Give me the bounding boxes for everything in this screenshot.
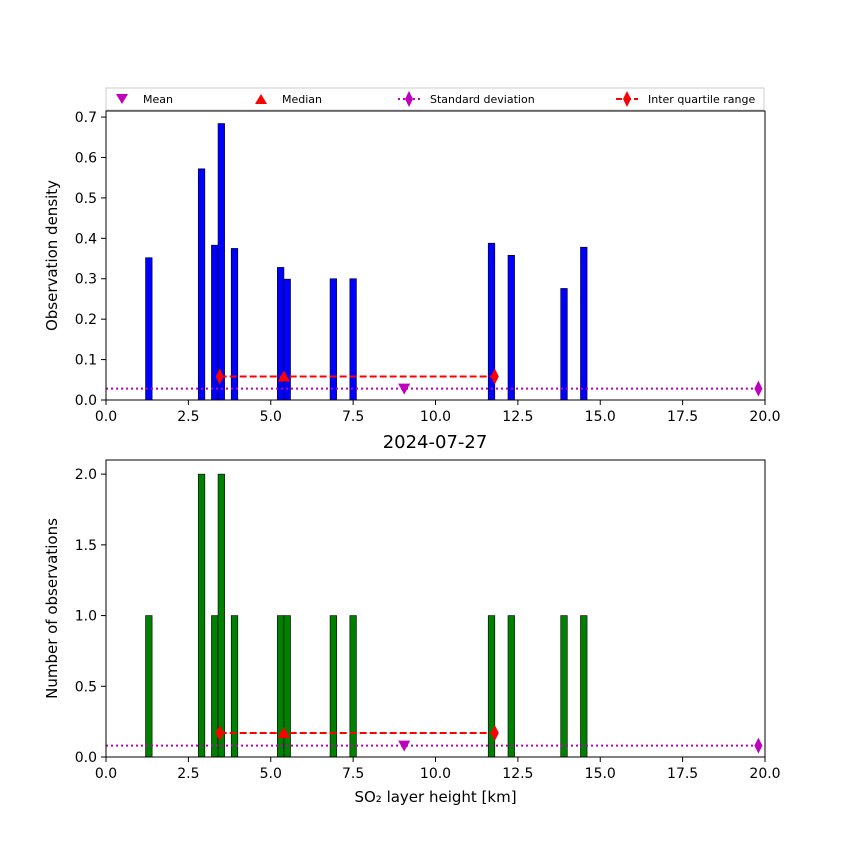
iqr-legend-marker: [623, 91, 631, 107]
legend-frame: [105, 87, 765, 111]
x-tick-label: 2.5: [177, 409, 199, 425]
y-ticks: 0.0 0.5 1.0 1.5 2.0: [75, 467, 106, 766]
bar: [329, 278, 337, 401]
y-ticks: 0.0 0.1 0.2 0.3 0.4 0.5 0.6 0.7: [75, 110, 106, 409]
bar: [145, 257, 153, 401]
std-legend-marker: [405, 91, 413, 107]
count-histogram: 2024-07-27 0.0 2.5 5.0 7.5 10.0 12.5 15.0 17.5 2…: [43, 432, 781, 806]
statistics-markers: [106, 724, 763, 754]
x-axis-label: SO₂ layer height [km]: [354, 788, 516, 806]
standard-deviation-marker: [754, 737, 763, 754]
legend-label-mean: Mean: [143, 93, 173, 106]
x-tick-label: 15.0: [585, 409, 616, 425]
legend-entry-inter-quartile-range: Inter quartile range: [616, 91, 755, 107]
x-tick-label: 0.0: [95, 766, 117, 782]
y-tick-label: 0.4: [75, 231, 97, 247]
bar: [580, 615, 588, 758]
median-marker: [277, 726, 290, 738]
legend: Mean Median Standard deviation Inter qua…: [105, 87, 765, 111]
bar: [230, 615, 239, 758]
legend-label-median: Median: [282, 93, 322, 106]
bar: [507, 254, 515, 401]
bar: [560, 615, 568, 758]
standard-deviation-marker: [754, 380, 763, 397]
y-tick-label: 1.0: [75, 609, 97, 625]
x-tick-label: 5.0: [260, 409, 282, 425]
chart-title: 2024-07-27: [383, 432, 488, 453]
bar: [197, 473, 206, 758]
inter-quartile-range-marker: [215, 368, 224, 385]
x-tick-label: 15.0: [585, 766, 616, 782]
legend-label-standard-deviation: Standard deviation: [430, 93, 535, 106]
y-axis-label: Number of observations: [43, 518, 61, 699]
y-tick-label: 0.5: [75, 679, 97, 695]
bar: [211, 615, 219, 758]
x-tick-label: 17.5: [667, 766, 698, 782]
y-axis-label: Observation density: [43, 180, 61, 331]
y-tick-label: 0.5: [75, 191, 97, 207]
x-tick-label: 5.0: [260, 766, 282, 782]
legend-entry-median: Median: [255, 93, 322, 106]
median-marker: [277, 370, 290, 382]
y-tick-label: 0.1: [75, 353, 97, 369]
bar: [349, 615, 357, 758]
x-ticks: 0.0 2.5 5.0 7.5 10.0 12.5 15.0 17.5 20.0: [95, 757, 781, 782]
y-tick-label: 0.2: [75, 312, 97, 328]
legend-label-inter-quartile-range: Inter quartile range: [648, 93, 755, 106]
bar: [507, 615, 515, 758]
bar: [217, 473, 225, 758]
x-tick-label: 7.5: [342, 409, 364, 425]
bar: [349, 278, 357, 401]
x-ticks: 0.0 2.5 5.0 7.5 10.0 12.5 15.0 17.5 20.0: [95, 400, 781, 425]
x-tick-label: 10.0: [420, 409, 451, 425]
y-tick-label: 0.0: [75, 750, 97, 766]
mean-marker: [398, 383, 411, 395]
inter-quartile-range-marker: [215, 724, 224, 741]
x-tick-label: 17.5: [667, 409, 698, 425]
x-tick-label: 2.5: [177, 766, 199, 782]
mean-marker: [398, 740, 411, 752]
y-tick-label: 2.0: [75, 467, 97, 483]
x-tick-label: 12.5: [502, 766, 533, 782]
bar: [197, 168, 206, 401]
x-tick-label: 20.0: [749, 766, 780, 782]
bar: [580, 246, 588, 401]
inter-quartile-range-marker: [490, 724, 499, 741]
mean-legend-marker: [116, 94, 128, 104]
legend-entry-mean: Mean: [116, 93, 173, 106]
inter-quartile-range-marker: [490, 368, 499, 385]
bar: [217, 123, 225, 401]
y-tick-label: 0.7: [75, 110, 97, 126]
bars: [145, 473, 588, 758]
legend-entry-standard-deviation: Standard deviation: [398, 91, 535, 107]
bar: [145, 615, 153, 758]
x-tick-label: 0.0: [95, 409, 117, 425]
x-tick-label: 20.0: [749, 409, 780, 425]
x-tick-label: 10.0: [420, 766, 451, 782]
bar: [283, 278, 291, 401]
y-tick-label: 0.6: [75, 150, 97, 166]
density-histogram: 0.0 2.5 5.0 7.5 10.0 12.5 15.0 17.5 20.0 0.00.10…: [43, 110, 781, 425]
bar: [329, 615, 337, 758]
statistics-markers: [106, 368, 763, 397]
x-tick-label: 7.5: [342, 766, 364, 782]
x-tick-label: 12.5: [502, 409, 533, 425]
bar: [560, 288, 568, 401]
y-tick-label: 0.3: [75, 272, 97, 288]
y-tick-label: 1.5: [75, 538, 97, 554]
y-tick-label: 0.0: [75, 393, 97, 409]
median-legend-marker: [255, 94, 267, 104]
